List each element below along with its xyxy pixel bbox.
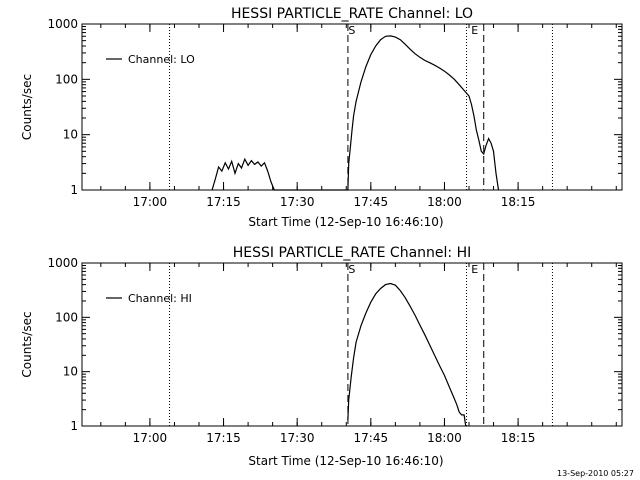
series-line	[211, 35, 500, 191]
x-tick-label: 18:15	[501, 195, 536, 209]
x-tick-label: 18:15	[501, 431, 536, 445]
x-tick-label: 17:00	[133, 431, 168, 445]
y-tick-label: 10	[63, 365, 78, 379]
x-tick-label: 17:30	[280, 195, 315, 209]
x-tick-label: 17:45	[354, 195, 389, 209]
y-axis-label: Counts/sec	[20, 74, 34, 140]
series-line	[347, 282, 467, 427]
x-tick-label: 18:00	[427, 431, 462, 445]
chart-title: HESSI PARTICLE_RATE Channel: HI	[233, 245, 471, 261]
x-axis-label: Start Time (12-Sep-10 16:46:10)	[248, 454, 443, 468]
y-axis-label: Counts/sec	[20, 311, 34, 377]
x-axis-label: Start Time (12-Sep-10 16:46:10)	[248, 215, 443, 229]
x-tick-label: 17:45	[354, 431, 389, 445]
timestamp-label: 13-Sep-2010 05:27	[557, 469, 634, 478]
legend-label: Channel: LO	[128, 53, 195, 66]
x-tick-label: 17:15	[206, 195, 241, 209]
legend-label: Channel: HI	[128, 292, 192, 305]
x-tick-label: 18:00	[427, 195, 462, 209]
marker-label: E	[471, 263, 478, 276]
y-tick-label: 1000	[47, 17, 78, 31]
plot-frame	[81, 262, 623, 427]
y-tick-label: 1000	[47, 256, 78, 270]
y-tick-label: 100	[55, 310, 78, 324]
y-tick-label: 1	[70, 419, 78, 433]
plot-frame	[81, 23, 623, 191]
y-tick-label: 1	[70, 183, 78, 197]
marker-label: S	[348, 24, 355, 37]
marker-label: E	[471, 24, 478, 37]
chart-panel-1: HESSI PARTICLE_RATE Channel: LO Counts/se…	[20, 6, 623, 229]
chart-panel-2: HESSI PARTICLE_RATE Channel: HI Counts/se…	[20, 245, 623, 468]
x-tick-label: 17:00	[133, 195, 168, 209]
y-tick-label: 100	[55, 72, 78, 86]
x-tick-label: 17:15	[206, 431, 241, 445]
x-tick-label: 17:30	[280, 431, 315, 445]
y-tick-label: 10	[63, 128, 78, 142]
chart-title: HESSI PARTICLE_RATE Channel: LO	[231, 6, 473, 22]
marker-label: S	[348, 263, 355, 276]
